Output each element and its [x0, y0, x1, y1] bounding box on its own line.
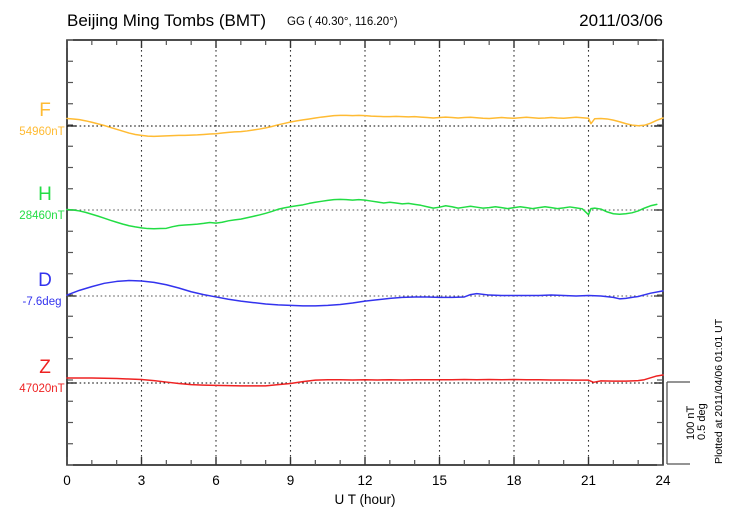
x-tick-label: 0: [63, 473, 71, 488]
scale-bar: 100 nT 0.5 deg: [666, 381, 708, 465]
component-labels: F 54960nT H 28460nT D -7.6deg Z 47020nT: [19, 100, 64, 395]
component-value-Z: 47020nT: [19, 383, 64, 395]
trace-D: [66, 279, 664, 307]
component-letter-D: D: [38, 270, 52, 291]
x-tick-label: 12: [357, 473, 372, 488]
x-tick-label: 3: [138, 473, 146, 488]
x-tick-label: 24: [655, 473, 671, 488]
x-tick-label: 6: [212, 473, 220, 488]
x-tick-labels: 0 3 6 9 12 15 18 21 24: [63, 473, 671, 488]
scale-bar-deg-label: 0.5 deg: [696, 403, 708, 440]
page-title: Beijing Ming Tombs (BMT): [67, 11, 266, 30]
trace-curves: [66, 114, 664, 387]
x-axis-title: U T (hour): [334, 492, 395, 507]
trace-F: [66, 114, 664, 138]
plotted-at-stamp: Plotted at 2011/04/06 01:01 UT: [713, 318, 725, 464]
trace-H: [66, 198, 658, 230]
scale-bar-nt-label: 100 nT: [685, 405, 697, 440]
component-value-D: -7.6deg: [22, 296, 61, 308]
x-tick-label: 15: [432, 473, 447, 488]
observation-date: 2011/03/06: [579, 11, 663, 30]
axis-ticks: [66, 39, 664, 466]
component-baselines: [67, 125, 663, 384]
component-letter-Z: Z: [39, 357, 51, 378]
component-letter-F: F: [39, 100, 51, 121]
x-tick-label: 18: [506, 473, 521, 488]
x-tick-label: 9: [287, 473, 295, 488]
component-value-F: 54960nT: [19, 126, 64, 138]
x-tick-label: 21: [581, 473, 596, 488]
component-value-H: 28460nT: [19, 210, 64, 222]
station-coordinates: GG ( 40.30°, 116.20°): [287, 16, 398, 28]
trace-Z: [66, 374, 664, 387]
gridlines: [140, 40, 590, 465]
component-letter-H: H: [38, 184, 52, 205]
